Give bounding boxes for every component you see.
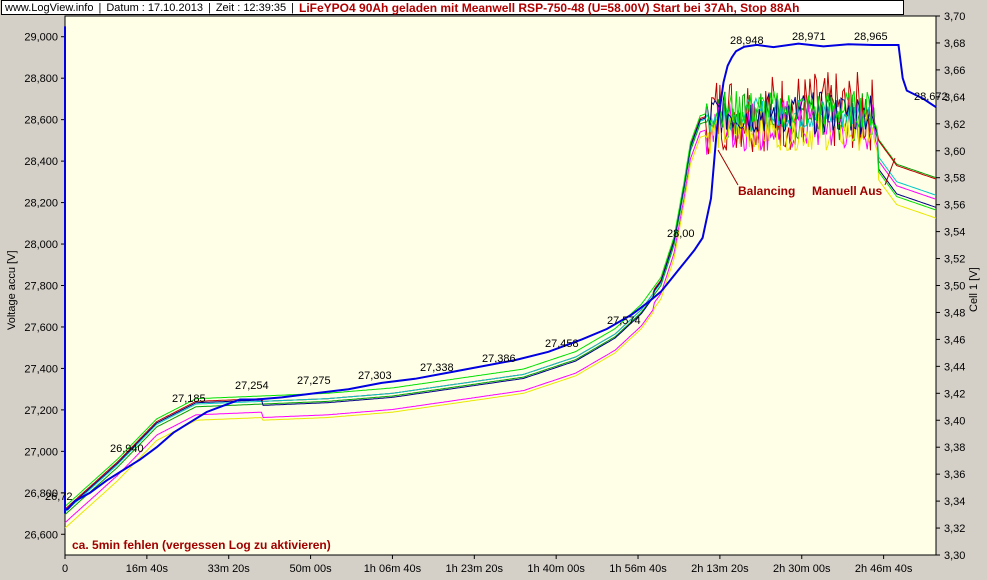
balancing-annotation: Balancing [738, 184, 795, 198]
x-tick-label: 50m 00s [289, 563, 332, 575]
left-tick-label: 28,400 [24, 156, 58, 168]
right-tick-label: 3,42 [944, 388, 965, 400]
right-tick-label: 3,48 [944, 307, 965, 319]
right-tick-label: 3,46 [944, 334, 965, 346]
left-tick-label: 27,200 [24, 405, 58, 417]
separator: | [291, 1, 294, 14]
right-tick-label: 3,54 [944, 227, 965, 239]
left-tick-label: 26,600 [24, 529, 58, 541]
voltage-data-label: 28,971 [792, 31, 826, 43]
plot-area [64, 15, 937, 556]
right-tick-label: 3,40 [944, 415, 965, 427]
missing-log-note: ca. 5min fehlen (vergessen Log zu aktivi… [72, 538, 331, 552]
right-tick-label: 3,60 [944, 146, 965, 158]
x-tick-label: 16m 40s [126, 563, 169, 575]
annotations: Balancing Manuell Aus ca. 5min fehlen (ver… [72, 149, 896, 552]
right-tick-label: 3,38 [944, 442, 965, 454]
cell-series-line [64, 90, 937, 507]
right-tick-label: 3,58 [944, 173, 965, 185]
voltage-data-label: 26,940 [110, 443, 144, 455]
right-tick-label: 3,30 [944, 550, 965, 562]
right-tick-label: 3,62 [944, 119, 965, 131]
x-tick-label: 2h 30m 00s [773, 563, 831, 575]
right-tick-label: 3,34 [944, 496, 965, 508]
voltage-series-group [64, 26, 937, 514]
cell-series-line [64, 110, 937, 529]
voltage-data-label: 27,458 [545, 338, 579, 350]
voltage-data-label: 27,185 [172, 393, 206, 405]
voltage-data-labels: 26,72 26,940 27,185 27,254 27,275 27,303 27,33… [45, 31, 948, 503]
voltage-data-label: 27,338 [420, 362, 454, 374]
voltage-data-label: 28,00 [667, 228, 695, 240]
right-tick-label: 3,68 [944, 38, 965, 50]
right-tick-label: 3,44 [944, 361, 965, 373]
separator: | [98, 1, 102, 14]
time-label: Zeit : 12:39:35 [215, 1, 287, 14]
separator: | [207, 1, 211, 14]
chart-title: LiFeYPO4 90Ah geladen mit Meanwell RSP-7… [299, 0, 800, 15]
left-tick-label: 27,600 [24, 322, 58, 334]
left-tick-label: 28,000 [24, 239, 58, 251]
voltage-data-label: 27,303 [358, 370, 392, 382]
balancing-pointer [717, 149, 739, 186]
right-tick-label: 3,56 [944, 200, 965, 212]
cell-series-line [64, 99, 937, 524]
voltage-data-label: 28,965 [854, 31, 888, 43]
site-label: www.LogView.info [5, 1, 94, 14]
voltage-series-line [65, 42, 937, 511]
x-tick-label: 1h 40m 00s [527, 563, 585, 575]
right-tick-label: 3,50 [944, 281, 965, 293]
x-axis-ticks: 0 16m 40s 33m 20s 50m 00s 1h 06m 40s 1h 23m 2… [62, 555, 913, 575]
chart-header: www.LogView.info | Datum : 17.10.2013 | … [1, 0, 904, 15]
voltage-data-label: 28,672 [914, 91, 948, 103]
cell-series-group [64, 71, 937, 529]
date-label: Datum : 17.10.2013 [106, 1, 203, 14]
voltage-data-label: 27,386 [482, 353, 516, 365]
x-tick-label: 1h 23m 20s [446, 563, 504, 575]
manuell-aus-pointer [884, 157, 896, 186]
x-tick-label: 1h 56m 40s [609, 563, 667, 575]
cell-series-line [64, 91, 937, 511]
right-tick-label: 3,52 [944, 254, 965, 266]
voltage-data-label: 27,254 [235, 380, 269, 392]
left-tick-label: 27,400 [24, 363, 58, 375]
x-tick-label: 0 [62, 563, 68, 575]
voltage-data-label: 26,72 [45, 491, 73, 503]
cell-series-line [64, 96, 937, 513]
left-tick-label: 28,800 [24, 73, 58, 85]
left-tick-label: 28,600 [24, 115, 58, 127]
left-tick-label: 26,800 [24, 488, 58, 500]
left-axis-ticks: 26,600 26,800 27,000 27,200 27,400 27,600 27,8… [24, 32, 65, 541]
voltage-data-label: 27,574 [607, 315, 641, 327]
right-axis-ticks: 3,30 3,32 3,34 3,36 3,38 3,40 3,42 3,44 3,46 3,48… [936, 11, 965, 562]
manuell-aus-annotation: Manuell Aus [812, 184, 883, 198]
left-tick-label: 27,800 [24, 281, 58, 293]
left-tick-label: 29,000 [24, 32, 58, 44]
x-tick-label: 33m 20s [208, 563, 251, 575]
right-tick-label: 3,66 [944, 65, 965, 77]
left-tick-label: 27,000 [24, 446, 58, 458]
y-axis-left-label: Voltage accu [V] [6, 251, 18, 331]
voltage-data-label: 27,275 [297, 375, 331, 387]
x-tick-label: 1h 06m 40s [364, 563, 422, 575]
left-tick-label: 28,200 [24, 198, 58, 210]
right-tick-label: 3,64 [944, 92, 965, 104]
x-tick-label: 2h 13m 20s [691, 563, 749, 575]
voltage-data-label: 28,948 [730, 35, 764, 47]
right-tick-label: 3,36 [944, 469, 965, 481]
y-axis-right-label: Cell 1 [V] [968, 267, 980, 312]
right-tick-label: 3,32 [944, 523, 965, 535]
right-tick-label: 3,70 [944, 11, 965, 23]
x-tick-label: 2h 46m 40s [855, 563, 913, 575]
